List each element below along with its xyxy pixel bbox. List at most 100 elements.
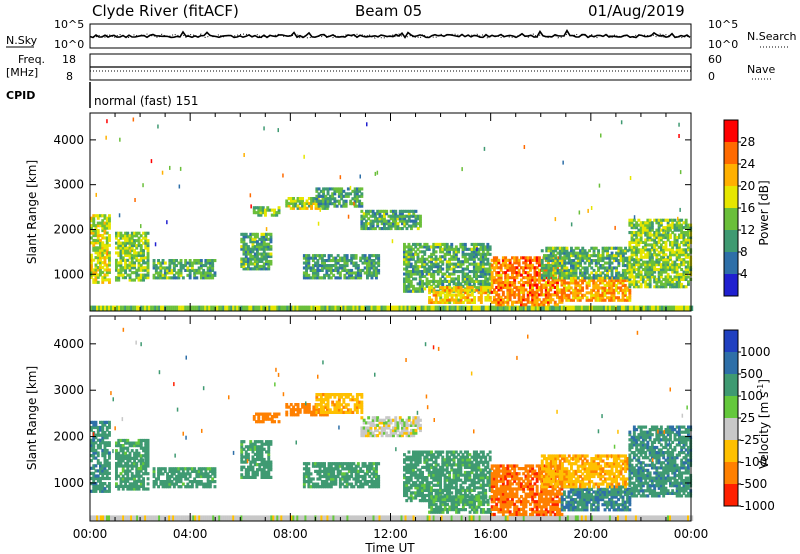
scatter-cell xyxy=(103,433,107,437)
scatter-cell xyxy=(529,263,532,267)
scatter-cell xyxy=(108,441,111,445)
scatter-cell xyxy=(637,263,641,267)
scatter-cell xyxy=(256,235,259,239)
scatter-cell xyxy=(251,247,255,251)
scatter-cell xyxy=(261,211,265,215)
scatter-cell xyxy=(659,218,663,222)
scatter-cell xyxy=(206,485,210,489)
scatter-cell xyxy=(177,467,181,471)
y-tick-label: 1000 xyxy=(53,267,84,281)
scatter-cell xyxy=(302,515,305,521)
scatter-cell xyxy=(524,261,528,265)
scatter-cell xyxy=(170,467,174,471)
scatter-cell xyxy=(574,264,578,268)
scatter-cell xyxy=(520,283,523,287)
scatter-cell xyxy=(99,464,102,468)
scatter-cell xyxy=(410,219,413,223)
scatter-cell xyxy=(316,206,320,210)
scatter-cell xyxy=(459,300,463,304)
scatter-cell xyxy=(628,282,632,286)
scatter-cell xyxy=(637,265,641,269)
scatter-cell xyxy=(655,277,659,281)
scatter-cell xyxy=(603,288,607,292)
scatter-cell xyxy=(338,259,342,263)
scatter-cell xyxy=(556,261,560,265)
scatter-cell xyxy=(117,263,121,267)
scatter-cell xyxy=(403,282,406,286)
scatter-cell xyxy=(126,305,129,311)
scatter-cell xyxy=(195,482,199,486)
scatter-cell xyxy=(481,272,485,276)
scatter-cell xyxy=(360,224,364,228)
scatter-cell xyxy=(197,467,201,471)
scatter-cell xyxy=(387,227,391,231)
scatter-cell xyxy=(193,469,197,473)
scatter-cell xyxy=(551,298,555,302)
scatter-cell xyxy=(594,298,598,302)
scatter-cell xyxy=(351,202,355,206)
scatter-cell xyxy=(678,122,680,127)
scatter-cell xyxy=(457,247,460,251)
scatter-cell xyxy=(314,273,317,277)
scatter-cell xyxy=(558,288,562,292)
scatter-cell xyxy=(186,266,190,270)
scatter-cell xyxy=(146,441,150,445)
scatter-cell xyxy=(274,515,277,521)
scatter-cell xyxy=(639,240,643,244)
scatter-cell xyxy=(464,291,467,295)
scatter-cell xyxy=(226,305,229,311)
scatter-cell xyxy=(424,515,427,521)
scatter-cell xyxy=(617,279,620,283)
scatter-cell xyxy=(240,257,244,261)
scatter-cell xyxy=(108,278,111,282)
scatter-cell xyxy=(115,251,118,255)
scatter-cell xyxy=(540,515,543,521)
scatter-cell xyxy=(292,204,295,208)
scatter-cell xyxy=(614,225,616,230)
scatter-cell xyxy=(96,275,100,279)
scatter-cell xyxy=(440,305,443,311)
scatter-cell xyxy=(481,265,485,269)
scatter-cell xyxy=(329,266,333,270)
scatter-cell xyxy=(526,273,530,277)
scatter-cell xyxy=(506,290,510,294)
scatter-cell xyxy=(292,201,295,205)
scatter-cell xyxy=(135,271,139,275)
scatter-cell xyxy=(531,276,535,280)
scatter-cell xyxy=(488,272,492,276)
scatter-cell xyxy=(531,290,535,294)
scatter-cell xyxy=(639,277,643,281)
scatter-cell xyxy=(608,291,611,295)
scatter-cell xyxy=(680,277,684,281)
scatter-cell xyxy=(650,221,654,225)
scatter-cell xyxy=(206,467,210,471)
scatter-cell xyxy=(302,256,306,260)
scatter-cell xyxy=(360,227,364,231)
scatter-cell xyxy=(117,246,121,250)
scatter-cell xyxy=(115,441,118,445)
scatter-cell xyxy=(567,256,571,260)
scatter-cell xyxy=(635,255,639,259)
scatter-cell xyxy=(506,293,510,297)
colorbar-tick-label: 28 xyxy=(740,135,755,149)
scatter-cell xyxy=(601,288,605,292)
scatter-cell xyxy=(135,444,139,448)
scatter-cell xyxy=(522,271,526,275)
scatter-cell xyxy=(680,282,684,286)
scatter-cell xyxy=(96,428,100,432)
scatter-cell xyxy=(389,227,393,231)
scatter-cell xyxy=(144,246,148,250)
scatter-cell xyxy=(414,265,418,269)
scatter-cell xyxy=(610,286,614,290)
scatter-cell xyxy=(412,305,415,311)
scatter-cell xyxy=(477,257,481,261)
scatter-cell xyxy=(606,251,609,255)
scatter-cell xyxy=(407,250,411,254)
scatter-cell xyxy=(296,199,300,203)
scatter-cell xyxy=(535,273,539,277)
scatter-cell xyxy=(448,267,451,271)
scatter-cell xyxy=(400,515,403,521)
scatter-cell xyxy=(554,515,557,521)
scatter-cell xyxy=(98,515,101,521)
scatter-cell xyxy=(464,298,467,302)
